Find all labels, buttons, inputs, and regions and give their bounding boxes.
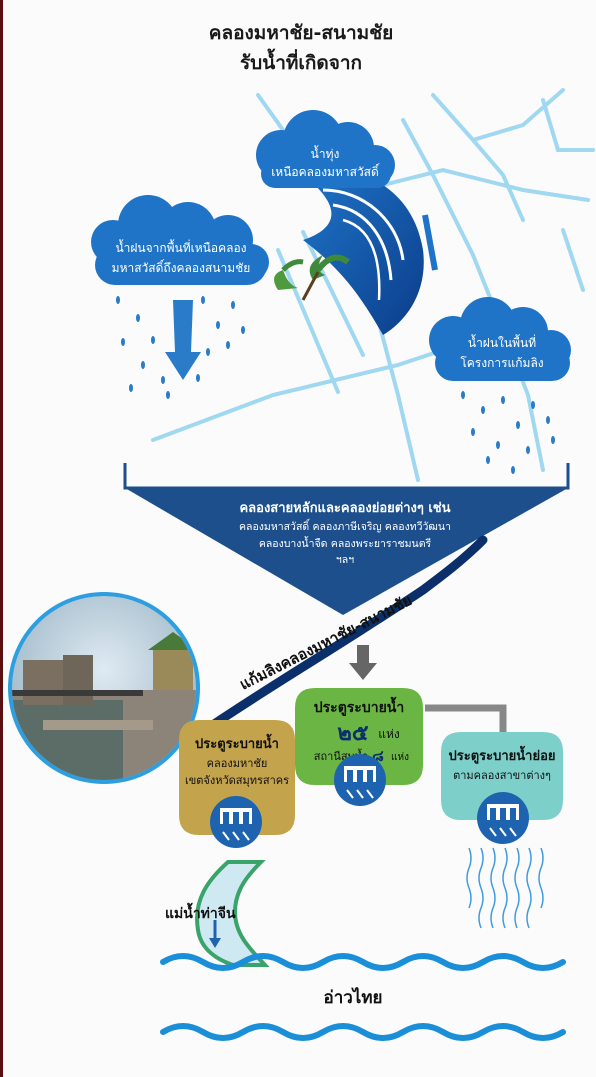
gate-center-pump-unit: แห่ง <box>391 752 409 763</box>
canal-label: แก้มลิงคลองมหาชัย-สนามชัย <box>237 591 415 694</box>
palm-tree-icon <box>274 254 350 301</box>
gate-left-line2: คลองมหาชัย <box>207 757 268 770</box>
rain-drops-right <box>461 391 555 474</box>
sea-waves <box>160 953 566 1041</box>
floodgate-photo <box>8 592 200 784</box>
river-label: แม่น้ำท่าจีน <box>165 902 236 922</box>
rain-drops-left <box>116 296 245 399</box>
gate-left-title: ประตูระบายน้ำ <box>195 733 279 752</box>
cloud-local-text-2: โครงการแก้มลิง <box>460 356 543 370</box>
cloud-local-rain: น้ำฝนในพื้นที่ โครงการแก้มลิง <box>429 297 571 381</box>
arrow-down-icon <box>349 645 377 680</box>
cloud-tide: น้ำทุ่ง เหนือคลองมหาสวัสดิ์ <box>256 110 395 188</box>
gate-center-title: ประตูระบายน้ำ <box>314 696 404 716</box>
gate-center-unit: แห่ง <box>378 727 400 741</box>
wave-icon <box>303 171 438 335</box>
cloud-tide-text-2: เหนือคลองมหาสวัสดิ์ <box>271 163 380 179</box>
diagram-canvas: น้ำทุ่ง เหนือคลองมหาสวัสดิ์ น้ำฝนจากพื้น… <box>8 88 595 1041</box>
gate-main: ประตูระบายน้ำ ๒๕ แห่ง สถานีสูบน้ำ ๘ แห่ง <box>295 688 423 806</box>
title-line-2: รับน้ำที่เกิดจาก <box>239 52 363 74</box>
gate-connector <box>425 704 507 735</box>
cloud-north-text-1: น้ำฝนจากพื้นที่เหนือคลอง <box>115 239 246 255</box>
cloud-tide-text-1: น้ำทุ่ง <box>311 145 340 162</box>
gate-center-count: ๒๕ <box>337 721 369 746</box>
collection-funnel: คลองสายหลักและคลองย่อยต่างๆ เช่น คลองมหา… <box>123 463 570 615</box>
cloud-north-text-2: มหาสวัสดิ์ถึงคลองสนามชัย <box>112 259 251 275</box>
sea-label: อ่าวไทย <box>323 987 382 1008</box>
gate-branch: ประตูระบายน้ำย่อย ตามคลองสาขาต่างๆ <box>441 732 563 844</box>
gate-left-line3: เขตจังหวัดสมุทรสาคร <box>185 774 289 787</box>
funnel-text-1: คลองสายหลักและคลองย่อยต่างๆ เช่น <box>239 501 450 516</box>
gate-mahachai: ประตูระบายน้ำ คลองมหาชัย เขตจังหวัดสมุทร… <box>179 720 295 848</box>
outflow-arrows-right <box>466 847 544 929</box>
tha-chin-river: แม่น้ำท่าจีน <box>165 860 270 967</box>
cloud-north-rain: น้ำฝนจากพื้นที่เหนือคลอง มหาสวัสดิ์ถึงคล… <box>91 195 269 285</box>
cloud-local-text-1: น้ำฝนในพื้นที่ <box>468 334 536 350</box>
gate-right-title: ประตูระบายน้ำย่อย <box>448 745 555 764</box>
funnel-text-3: คลองบางน้ำจืด คลองพระยาราชมนตรี <box>259 536 432 550</box>
funnel-text-4: ฯลฯ <box>336 554 354 566</box>
title-line-1: คลองมหาชัย-สนามชัย <box>208 22 394 44</box>
gate-right-line2: ตามคลองสาขาต่างๆ <box>453 769 551 782</box>
funnel-text-2: คลองมหาสวัสดิ์ คลองภาษีเจริญ คลองทวีวัฒน… <box>239 518 451 533</box>
